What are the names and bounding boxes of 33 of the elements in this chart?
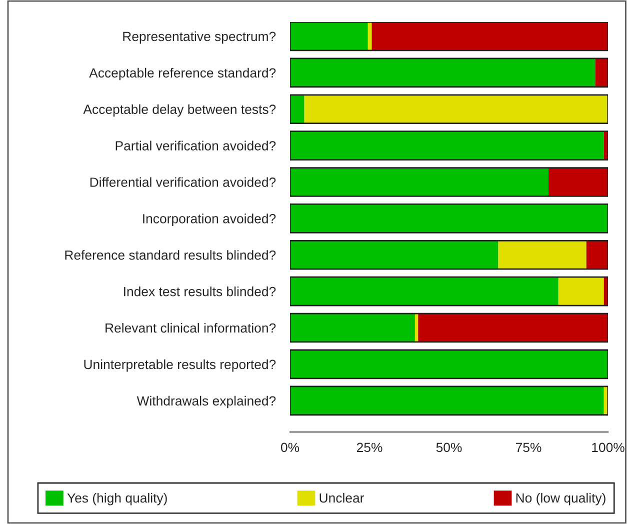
y-tick-label: Reference standard results blinded? xyxy=(65,250,276,260)
legend-label: No (low quality) xyxy=(516,492,606,506)
y-tick-label: Index test results blinded? xyxy=(124,286,276,296)
bar xyxy=(372,22,608,50)
bar xyxy=(290,168,549,196)
y-tick-label: Relevant clinical information? xyxy=(106,322,276,333)
legend-label: Yes (high quality) xyxy=(67,492,167,506)
y-tick-label: Uninterpretable results reported? xyxy=(84,359,276,372)
bar xyxy=(290,314,415,342)
bar xyxy=(290,240,498,270)
y-tick-label: Acceptable delay between tests? xyxy=(83,104,276,117)
legend-label: Unclear xyxy=(320,492,364,503)
bar xyxy=(498,240,586,270)
bar xyxy=(586,240,608,270)
x-tick-label: 50% xyxy=(436,442,462,452)
x-tick-label: 75% xyxy=(516,442,542,452)
y-tick-label: Incorporation avoided? xyxy=(143,214,276,226)
bar xyxy=(558,277,604,306)
bar xyxy=(290,22,368,50)
x-tick-label: 25% xyxy=(356,442,382,452)
bar xyxy=(290,277,558,306)
y-tick-label: Partial verification avoided? xyxy=(116,140,276,150)
bar xyxy=(595,58,608,87)
bar xyxy=(548,168,608,196)
bar xyxy=(290,94,304,124)
x-tick-label: 0% xyxy=(280,442,300,452)
y-tick-label: Acceptable reference standard? xyxy=(89,68,276,80)
y-tick-label: Representative spectrum? xyxy=(123,31,276,44)
x-tick-label: 100% xyxy=(592,442,624,452)
y-tick-label: Differential verification avoided? xyxy=(90,177,276,187)
bar xyxy=(414,314,418,342)
bar xyxy=(418,314,608,342)
y-tick-label: Withdrawals explained? xyxy=(136,396,276,408)
